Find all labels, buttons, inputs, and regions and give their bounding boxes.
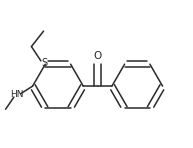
Text: O: O bbox=[93, 51, 102, 61]
Text: HN: HN bbox=[10, 90, 24, 99]
Text: S: S bbox=[41, 58, 47, 68]
